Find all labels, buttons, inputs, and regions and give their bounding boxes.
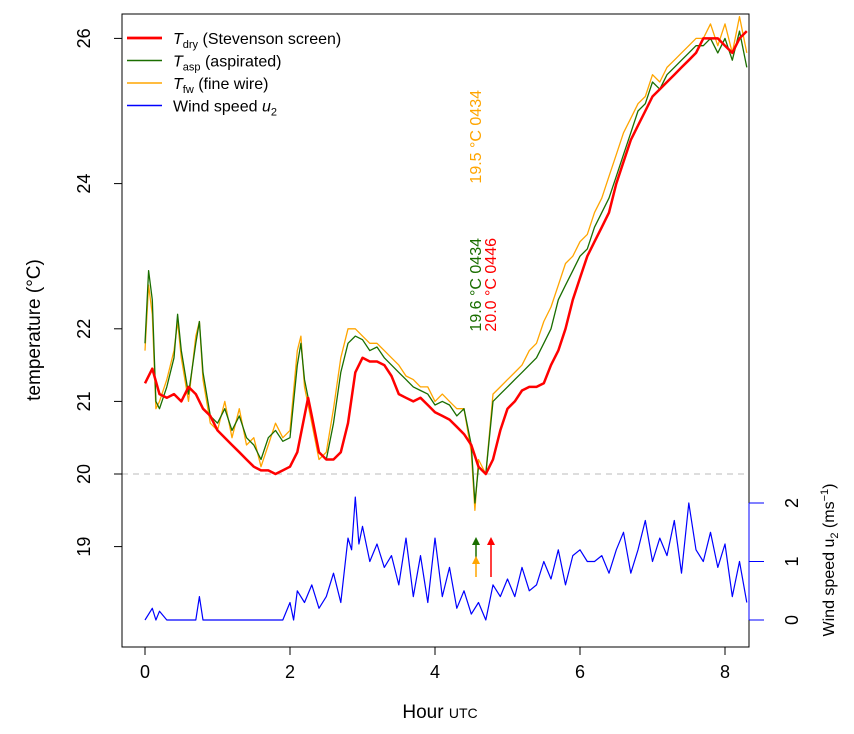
y-tick-label: 20: [74, 464, 94, 484]
series-line-2: [144, 496, 748, 621]
y2-tick-label: 2: [782, 498, 802, 508]
arrow-head-icon: [472, 556, 480, 564]
y-tick-label: 19: [74, 537, 94, 557]
x-tick-label: 6: [575, 662, 585, 682]
y2-axis-label: Wind speed u22 (ms−1): [819, 484, 841, 637]
y-tick-label: 22: [74, 319, 94, 339]
y2-tick-label: 1: [782, 556, 802, 566]
legend-entry: Tfw (fine wire): [173, 76, 268, 96]
legend: Tdry (Stevenson screen) Tasp (aspirated)T…: [127, 31, 341, 119]
x-axis-label: Hour UTC: [402, 702, 477, 723]
y-tick-label: 26: [74, 28, 94, 48]
y2-tick-label: 0: [782, 615, 802, 625]
y-tick-label: 21: [74, 391, 94, 411]
annotation-label: 20.0 °C 0446: [483, 238, 500, 332]
series-line-dry: [143, 30, 748, 476]
arrow-head-icon: [472, 537, 480, 545]
legend-entry: Wind speed u2: [173, 99, 277, 119]
x-tick-label: 8: [720, 662, 730, 682]
x-tick-label: 2: [285, 662, 295, 682]
series-layer: [122, 15, 749, 621]
x-tick-label: 0: [140, 662, 150, 682]
legend-entry: Tdry (Stevenson screen): [173, 31, 341, 51]
annotation-label: 19.5 °C 0434: [468, 90, 485, 184]
series-line-fw: [144, 15, 748, 511]
x-tick-label: 4: [430, 662, 440, 682]
arrow-head-icon: [487, 537, 495, 545]
series-line-asp: [144, 30, 748, 504]
y-axis-label: temperature (°C): [24, 259, 45, 401]
annotation-label: 19.6 °C 0434: [468, 238, 485, 332]
y-tick-label: 24: [74, 174, 94, 194]
legend-entry: Tasp (aspirated): [173, 54, 281, 74]
